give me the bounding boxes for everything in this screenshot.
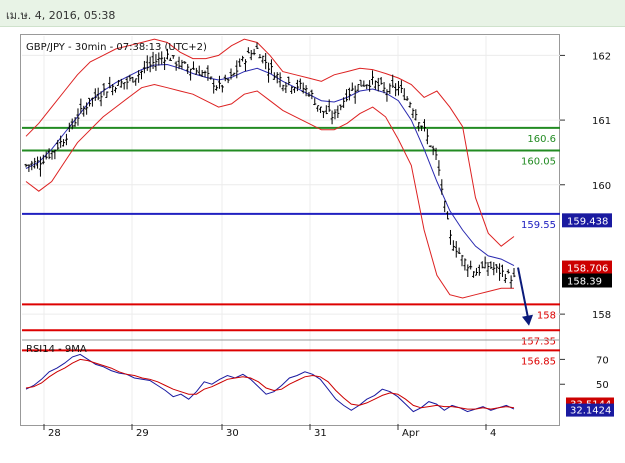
y-tick-label: 158 (592, 310, 611, 321)
axes: 28 29 30 31 Apr 4 162 161 160 158 70 50 159.438 158.7… (22, 51, 612, 439)
x-tick-label: 4 (490, 428, 496, 439)
bollinger-upper-line (25, 38, 515, 247)
level-label: 158 (537, 310, 556, 321)
y-tick-label: 160 (592, 181, 611, 192)
forecast-arrow (517, 267, 533, 326)
price-badge-label: 158.39 (567, 276, 602, 287)
bollinger-bands (25, 38, 515, 299)
level-label: 157.35 (521, 336, 556, 347)
rsi-y-tick-label: 50 (596, 380, 609, 391)
bollinger-lower-line (25, 83, 514, 299)
chart-title: GBP/JPY - 30min - 07:38:13 (UTC+2) (26, 42, 207, 53)
price-badge (562, 273, 612, 288)
timestamp-label: เม.ษ. 4, 2016, 05:38 (6, 9, 116, 22)
level-label: 160.6 (527, 134, 556, 145)
chart-frame (20, 34, 560, 426)
candlesticks (24, 42, 516, 289)
rsi-title: RSI14 - 9MA (26, 344, 87, 355)
price-badge-label: 158.706 (567, 264, 608, 275)
rsi-y-tick-label: 70 (596, 355, 609, 366)
date-bar: เม.ษ. 4, 2016, 05:38 (0, 0, 625, 27)
price-badge (562, 260, 612, 275)
x-tick-label: 31 (314, 428, 327, 439)
rsi-line (25, 353, 515, 413)
x-tick-label: Apr (402, 428, 420, 439)
price-badge-label: 159.438 (567, 216, 608, 227)
arrow-shaft (517, 267, 529, 318)
level-label: 159.55 (521, 220, 556, 231)
grid (22, 36, 560, 424)
arrow-head (522, 314, 533, 326)
rsi-panel: 33.514432.1424 (25, 353, 614, 417)
moving-average-line (25, 63, 515, 267)
rsi-badge-label: 32.1424 (570, 406, 611, 417)
level-label: 160.05 (521, 156, 556, 167)
x-tick-label: 30 (226, 428, 239, 439)
x-tick-label: 29 (136, 428, 149, 439)
rsi-badge (566, 403, 614, 417)
price-badge (562, 213, 612, 228)
y-tick-label: 161 (592, 116, 611, 127)
level-label: 156.85 (521, 356, 556, 367)
y-tick-label: 162 (592, 51, 611, 62)
support-resistance-levels: 160.6 160.05 159.55 158 157.35 156.85 (22, 126, 560, 367)
rsi-ma-line (25, 358, 515, 410)
x-tick-label: 28 (48, 428, 61, 439)
